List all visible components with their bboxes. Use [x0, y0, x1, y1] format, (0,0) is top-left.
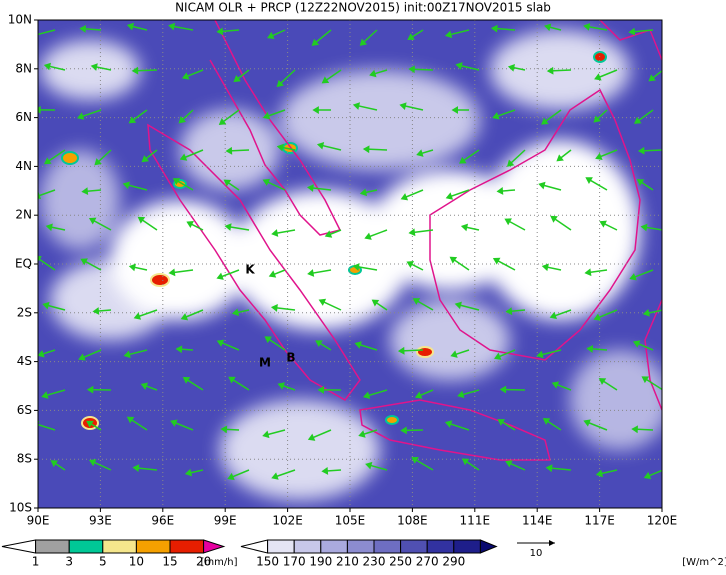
- x-tick-label: 120E: [647, 514, 678, 528]
- colorbar-box: [170, 540, 204, 553]
- colorbar-label: 15: [162, 555, 177, 569]
- x-tick-label: 93E: [89, 514, 112, 528]
- colorbar-end: [2, 540, 36, 553]
- station-label: K: [245, 263, 255, 277]
- colorbar-label: 230: [363, 555, 386, 569]
- colorbar-box: [268, 540, 295, 553]
- colorbar-box: [427, 540, 454, 553]
- arrow-head: [35, 193, 40, 198]
- colorbar-unit: [mm/h]: [201, 557, 238, 568]
- x-tick-label: 96E: [151, 514, 174, 528]
- colorbar-box: [454, 540, 481, 553]
- colorbar-box: [294, 540, 321, 553]
- colorbar-box: [321, 540, 348, 553]
- colorbar-box: [69, 540, 103, 553]
- colorbar-box: [103, 540, 137, 553]
- colorbar-box: [136, 540, 170, 553]
- station-label: M: [259, 356, 271, 370]
- y-tick-label: 6N: [15, 110, 32, 124]
- colorbar-label: 1: [32, 555, 40, 569]
- colorbar-box: [401, 540, 428, 553]
- map-area: K M B: [32, 20, 670, 508]
- colorbar-label: 190: [309, 555, 332, 569]
- x-tick-label: 90E: [27, 514, 50, 528]
- colorbar-label: 270: [416, 555, 439, 569]
- x-tick-label: 108E: [397, 514, 428, 528]
- y-tick-label: 8N: [15, 61, 32, 75]
- x-tick-label: 117E: [584, 514, 615, 528]
- colorbar-label: 150: [256, 555, 279, 569]
- vector-ref-head: [549, 540, 555, 546]
- colorbar-label: 170: [283, 555, 306, 569]
- colorbar-box: [36, 540, 70, 553]
- colorbar-box: [374, 540, 401, 553]
- x-tick-label: 99E: [214, 514, 237, 528]
- x-tick-label: 105E: [335, 514, 366, 528]
- colorbar-label: 5: [99, 555, 107, 569]
- colorbar-end: [241, 540, 268, 553]
- colorbar-label: 210: [336, 555, 359, 569]
- y-tick-label: 4N: [15, 159, 32, 173]
- y-tick-label: EQ: [15, 257, 32, 271]
- y-tick-label: 10N: [8, 13, 32, 27]
- y-tick-label: 6S: [17, 403, 32, 417]
- y-tick-label: 2S: [17, 305, 32, 319]
- y-tick-label: 4S: [17, 354, 32, 368]
- colorbar-end: [480, 540, 496, 553]
- y-tick-label: 10S: [9, 501, 32, 515]
- colorbar-unit: [W/m^2]: [682, 557, 726, 568]
- arrow-head: [32, 32, 37, 37]
- colorbar-end: [204, 540, 224, 553]
- title: NICAM OLR + PRCP (12Z22NOV2015) init:00Z…: [175, 1, 551, 15]
- station-label: B: [286, 351, 295, 365]
- y-tick-label: 2N: [15, 208, 32, 222]
- colorbar-box: [347, 540, 374, 553]
- colorbar-label: 10: [129, 555, 144, 569]
- vector-ref-label: 10: [530, 548, 543, 559]
- y-tick-label: 8S: [17, 452, 32, 466]
- x-tick-label: 102E: [272, 514, 303, 528]
- colorbar-label: 290: [442, 555, 465, 569]
- x-tick-label: 114E: [522, 514, 553, 528]
- colorbar-label: 250: [389, 555, 412, 569]
- colorbar-label: 3: [65, 555, 73, 569]
- x-tick-label: 111E: [460, 514, 491, 528]
